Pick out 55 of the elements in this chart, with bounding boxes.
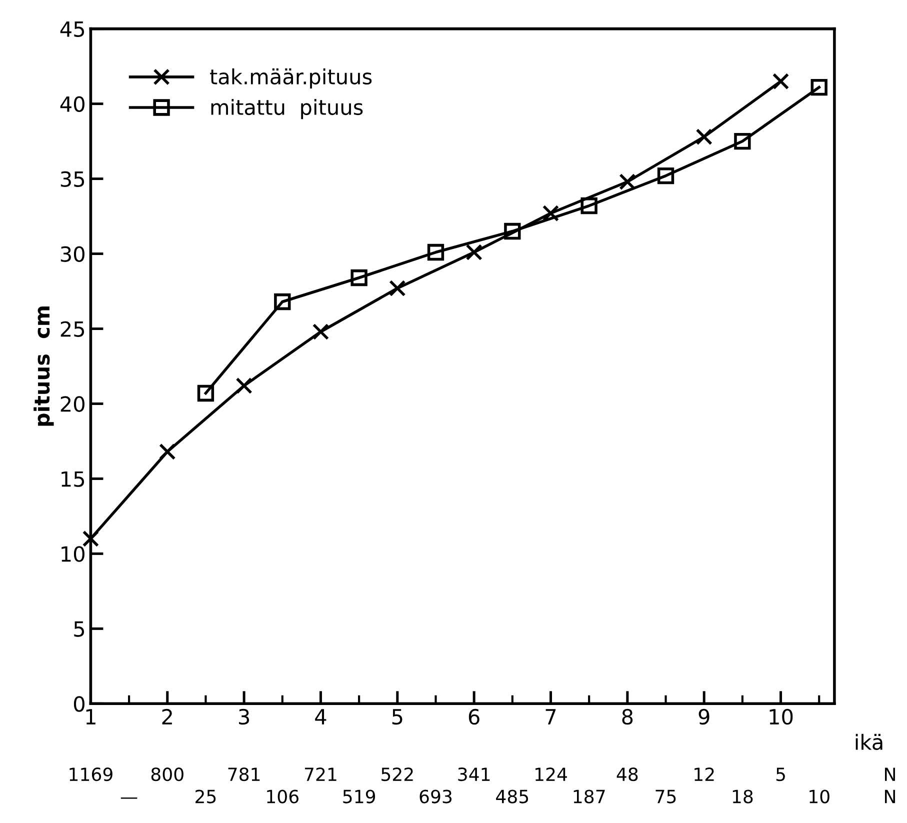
point — [580, 197, 598, 214]
x-tick-label: 9 — [698, 708, 710, 725]
text: 693 — [420, 790, 452, 804]
text: 10 — [810, 790, 830, 804]
text: N — [885, 768, 895, 781]
y-tick-label: 20 — [60, 396, 84, 412]
text: 522 — [382, 767, 413, 782]
point — [197, 384, 214, 402]
y-tick-label: 15 — [62, 471, 84, 487]
text: 341 — [458, 767, 490, 782]
y-tick-label: 45 — [60, 22, 84, 38]
x-tick-label: 5 — [392, 709, 402, 725]
legend-label: tak.määr.pituus — [210, 68, 372, 89]
text: 519 — [343, 790, 376, 804]
point — [274, 293, 291, 310]
point — [350, 269, 368, 286]
y-tick-label: 35 — [60, 171, 84, 187]
x-axis-title: ikä — [856, 734, 882, 750]
point — [657, 167, 674, 184]
y-tick-label: 40 — [60, 96, 84, 112]
point — [427, 244, 444, 261]
point — [504, 222, 521, 240]
y-axis-title: pituus cm — [34, 306, 54, 426]
point — [810, 78, 828, 96]
text: 12 — [694, 767, 714, 781]
text: — — [120, 798, 138, 799]
text: 1169 — [70, 767, 112, 782]
text: 106 — [267, 790, 298, 804]
text: N — [885, 790, 895, 804]
text: 124 — [535, 767, 567, 781]
y-tick-label: 30 — [60, 246, 84, 262]
text: 75 — [656, 790, 676, 804]
y-tick-label: 0 — [74, 696, 84, 712]
x-tick-label: 3 — [239, 708, 250, 725]
text: 721 — [304, 767, 336, 781]
text: 5 — [776, 768, 785, 782]
text: 187 — [574, 790, 605, 804]
point — [734, 132, 751, 150]
y-tick-label: 5 — [74, 621, 84, 637]
legend-label: mitattu pituus — [211, 98, 363, 120]
x-tick-label: 10 — [770, 708, 793, 725]
text: 18 — [732, 790, 753, 804]
text: 781 — [228, 767, 260, 782]
y-tick-label: 10 — [62, 546, 84, 562]
x-tick-label: 1 — [86, 709, 96, 724]
x-tick-label: 7 — [546, 709, 556, 724]
y-tick-label: 25 — [60, 321, 84, 337]
x-tick-label: 2 — [162, 708, 172, 724]
text: 25 — [196, 790, 216, 804]
text: 485 — [496, 790, 528, 804]
x-tick-label: 8 — [622, 708, 633, 725]
x-tick-label: 4 — [315, 709, 326, 724]
text: 48 — [616, 767, 638, 782]
text: 800 — [151, 767, 184, 782]
x-tick-label: 6 — [468, 708, 480, 725]
